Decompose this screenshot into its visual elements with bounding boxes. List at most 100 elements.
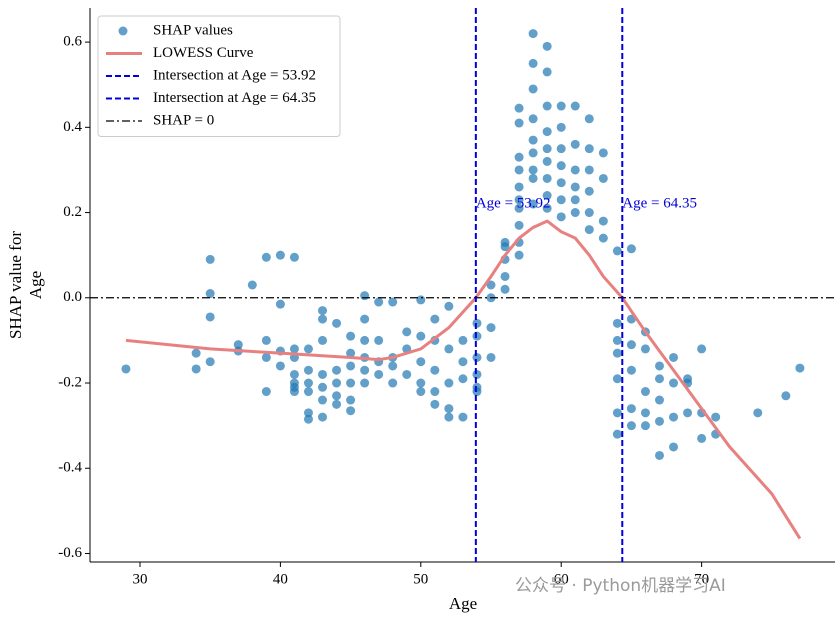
point	[121, 364, 131, 374]
legend-label: SHAP values	[153, 22, 233, 38]
watermark: 公众号 · Python机器学习AI	[515, 576, 726, 596]
legend-label: Intersection at Age = 64.35	[153, 90, 316, 106]
point	[303, 378, 313, 388]
point	[247, 280, 257, 290]
point	[444, 404, 454, 414]
point	[332, 391, 342, 401]
lowess-line	[125, 219, 802, 540]
point	[542, 173, 552, 183]
point	[360, 291, 370, 301]
point	[444, 378, 454, 388]
point	[289, 252, 299, 262]
point	[683, 408, 693, 418]
point	[205, 289, 215, 299]
point	[556, 101, 566, 111]
y-tick-label: -0.6	[58, 545, 82, 561]
point	[346, 348, 356, 358]
point	[275, 299, 285, 309]
point	[318, 306, 328, 316]
point	[626, 421, 636, 431]
point	[711, 412, 721, 422]
point	[612, 429, 622, 439]
point	[612, 374, 622, 384]
point	[289, 369, 299, 379]
x-tick-label: 40	[273, 571, 288, 587]
point	[486, 280, 496, 290]
point	[416, 387, 426, 397]
point	[654, 374, 664, 384]
point	[640, 344, 650, 354]
y-tick-label: -0.2	[58, 374, 82, 390]
point	[528, 148, 538, 158]
point	[514, 165, 524, 175]
point	[303, 387, 313, 397]
point	[556, 122, 566, 132]
y-axis-title-line: Age	[26, 271, 45, 299]
point	[584, 165, 594, 175]
point	[388, 297, 398, 307]
point	[514, 203, 524, 213]
point	[458, 357, 468, 367]
point	[584, 114, 594, 124]
x-tick-label: 50	[413, 571, 428, 587]
point	[542, 203, 552, 213]
point	[444, 412, 454, 422]
x-tick-label: 30	[132, 571, 147, 587]
point	[669, 442, 679, 452]
point	[360, 314, 370, 324]
point	[318, 314, 328, 324]
point	[303, 408, 313, 418]
point	[332, 378, 342, 388]
point	[205, 312, 215, 322]
point	[514, 152, 524, 162]
y-tick-label: 0.4	[63, 119, 82, 135]
point	[289, 344, 299, 354]
point	[303, 344, 313, 354]
point	[556, 212, 566, 222]
y-axis-title: SHAP value for Age	[6, 231, 45, 339]
point	[191, 364, 201, 374]
legend: SHAP values LOWESS Curve Intersection at A…	[97, 15, 341, 137]
point	[528, 114, 538, 124]
point	[514, 220, 524, 230]
point	[430, 314, 440, 324]
point	[528, 165, 538, 175]
point	[612, 408, 622, 418]
point	[697, 344, 707, 354]
point	[584, 144, 594, 154]
point	[626, 244, 636, 254]
point	[570, 165, 580, 175]
point	[570, 139, 580, 149]
point	[654, 361, 664, 371]
point	[318, 412, 328, 422]
point	[191, 348, 201, 358]
annotation: Age = 53.92	[476, 195, 551, 211]
point	[261, 335, 271, 345]
point	[374, 335, 384, 345]
point	[318, 382, 328, 392]
point	[781, 391, 791, 401]
point	[626, 365, 636, 375]
point	[528, 173, 538, 183]
point	[626, 340, 636, 350]
point	[514, 103, 524, 113]
point	[472, 369, 482, 379]
point	[486, 323, 496, 333]
point	[416, 378, 426, 388]
point	[514, 195, 524, 205]
point	[500, 271, 510, 281]
point	[346, 395, 356, 405]
y-tick-label: 0.6	[63, 34, 82, 50]
point	[612, 335, 622, 345]
point	[332, 318, 342, 328]
point	[346, 331, 356, 341]
x-tick-label: 70	[694, 571, 709, 587]
point	[654, 395, 664, 405]
point	[598, 173, 608, 183]
x-axis-title: Age	[449, 594, 477, 613]
point	[584, 208, 594, 218]
legend-label: Intersection at Age = 53.92	[153, 67, 316, 83]
point	[261, 252, 271, 262]
point	[514, 250, 524, 260]
